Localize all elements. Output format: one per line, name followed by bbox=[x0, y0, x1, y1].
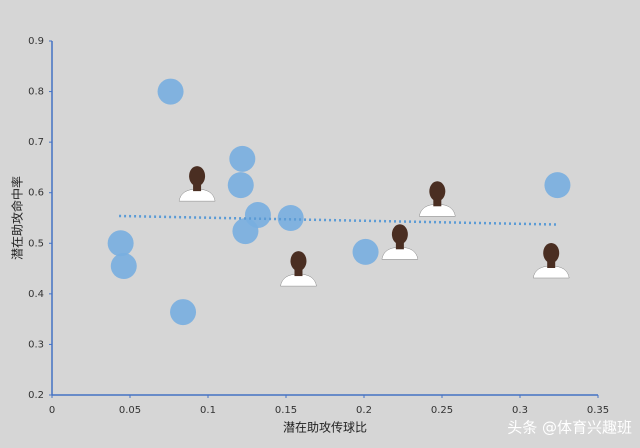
neck bbox=[193, 183, 202, 192]
x-tick-label: 0 bbox=[49, 405, 55, 416]
y-tick-label: 0.2 bbox=[28, 390, 44, 401]
player-marker bbox=[178, 166, 216, 202]
x-tick-label: 0.1 bbox=[200, 405, 216, 416]
point bbox=[352, 238, 379, 265]
x-tick-label: 0.3 bbox=[512, 405, 528, 416]
y-tick-label: 0.8 bbox=[28, 87, 44, 98]
head bbox=[189, 166, 206, 187]
x-tick-label: 0.35 bbox=[587, 405, 609, 416]
point bbox=[229, 145, 256, 172]
neck bbox=[294, 268, 303, 277]
trendline bbox=[119, 214, 560, 226]
y-tick-label: 0.7 bbox=[28, 137, 44, 148]
player-marker bbox=[280, 251, 317, 287]
x-tick-label: 0.25 bbox=[431, 405, 453, 416]
point bbox=[227, 172, 254, 199]
neck bbox=[395, 241, 404, 250]
watermark: 头条 @体育兴趣班 bbox=[507, 419, 632, 437]
point bbox=[170, 299, 197, 326]
neck bbox=[433, 198, 442, 207]
player-marker bbox=[419, 181, 456, 217]
head bbox=[290, 251, 307, 272]
player-marker bbox=[532, 242, 570, 279]
point bbox=[232, 218, 259, 245]
x-axis-title: 潜在助攻传球比 bbox=[283, 420, 367, 435]
head bbox=[429, 181, 446, 202]
player-marker bbox=[381, 224, 419, 260]
x-tick-label: 0.15 bbox=[275, 405, 297, 416]
y-tick-label: 0.6 bbox=[28, 188, 44, 199]
y-tick-label: 0.9 bbox=[28, 36, 44, 47]
point bbox=[107, 230, 134, 257]
x-tick-label: 0.2 bbox=[356, 405, 372, 416]
head bbox=[391, 224, 408, 245]
point bbox=[157, 78, 184, 105]
point bbox=[544, 172, 571, 199]
point bbox=[277, 205, 304, 231]
point bbox=[110, 253, 137, 280]
neck bbox=[547, 259, 556, 268]
y-tick-label: 0.3 bbox=[28, 339, 44, 350]
y-tick-label: 0.4 bbox=[28, 289, 44, 300]
x-tick-label: 0.05 bbox=[119, 405, 141, 416]
head bbox=[543, 242, 560, 263]
y-tick-label: 0.5 bbox=[28, 238, 44, 249]
y-axis-title: 潜在助攻命中率 bbox=[10, 176, 25, 260]
